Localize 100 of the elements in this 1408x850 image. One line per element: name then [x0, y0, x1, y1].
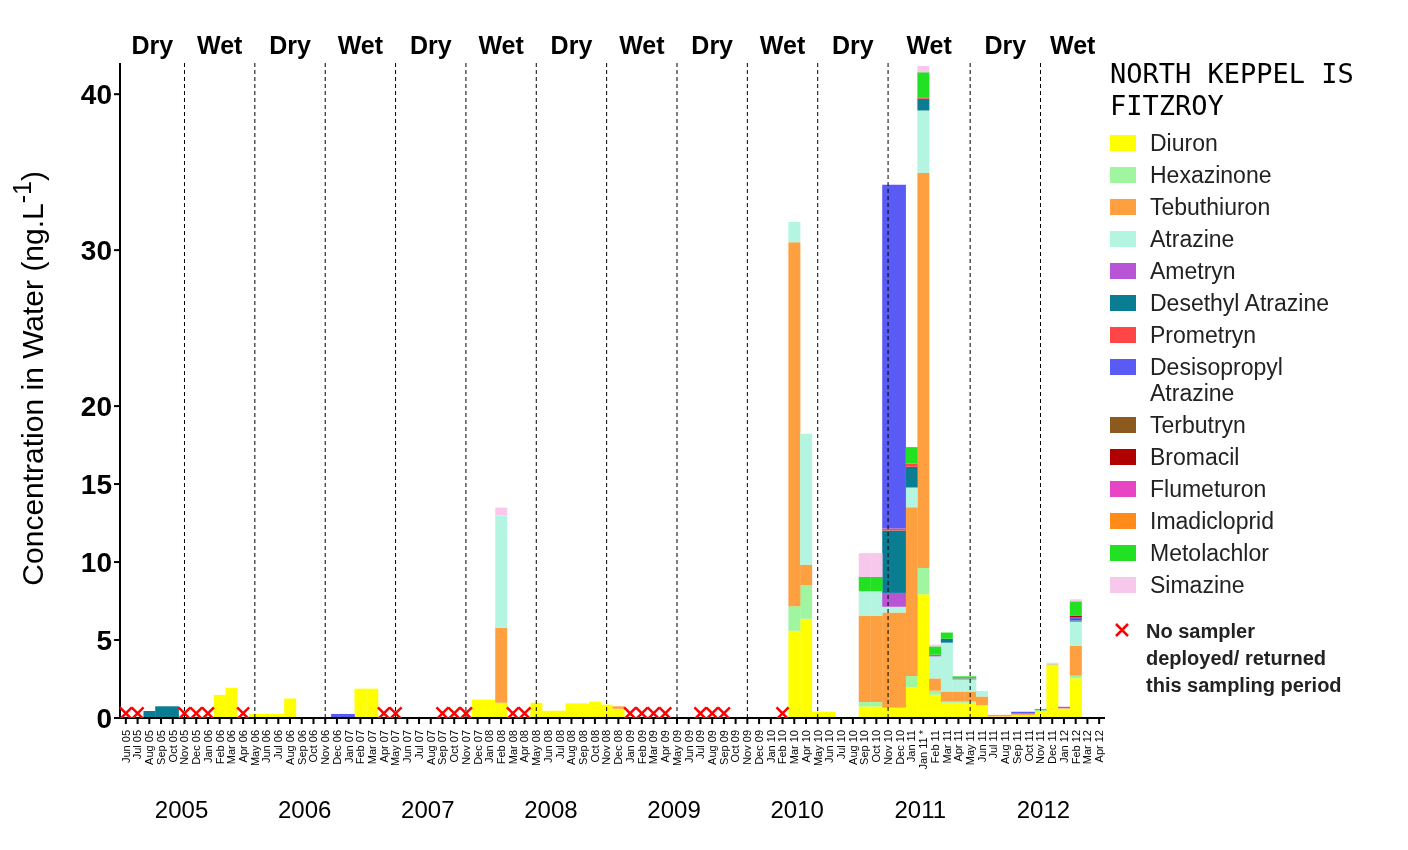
x-tick-label: Mar 10: [788, 730, 801, 765]
x-tick-label: Feb 06: [213, 730, 226, 765]
x-tick-label: Dec 08: [612, 730, 625, 765]
y-tick-label: 5: [96, 624, 112, 656]
x-tick-label: Jul 06: [272, 730, 285, 760]
text: Dry: [984, 31, 1027, 59]
x-tick-label: May 07: [389, 730, 402, 767]
x-tick-label: Apr 10: [799, 730, 812, 763]
x-tick-label: May 08: [530, 730, 543, 767]
x-tick-label: Jun 07: [401, 730, 414, 764]
x-tick-label: Jan 09: [623, 730, 636, 764]
text: Dry: [691, 31, 734, 59]
legend-title: NORTH KEPPEL IS FITZROY: [1110, 58, 1355, 122]
x-tick-label: May 11: [964, 730, 976, 766]
x-tick-label: Nov 07: [459, 730, 472, 765]
x-tick-label: Jun 05: [119, 730, 132, 764]
x-tick-label: Aug 05: [143, 730, 156, 765]
text: 2006: [277, 796, 332, 823]
x-tick-label: Jul 09: [694, 730, 707, 760]
x-tick-label: Sep 11: [1010, 730, 1023, 765]
x-tick-label: Jul 11: [987, 730, 1000, 759]
y-tick-label: 30: [80, 235, 112, 267]
x-tick-label: Sep 06: [295, 730, 308, 765]
x-tick-label: Jun 06: [260, 730, 273, 764]
x-tick-label: May 09: [670, 730, 683, 767]
x-tick-label: Oct 08: [588, 730, 601, 763]
text: 2010: [770, 796, 824, 823]
x-tick-label: Jul 08: [553, 730, 566, 760]
x-tick-label: Jan 11 *: [917, 729, 930, 770]
legend-label: No sampler deployed/ returned this sampling period: [1146, 619, 1343, 698]
x-tick-label: Jan 08: [483, 730, 496, 764]
x-tick-label: Nov 05: [178, 730, 191, 765]
text: Wet: [906, 31, 953, 59]
x-tick-label: Apr 09: [659, 730, 672, 763]
x-tick-label: May 10: [811, 730, 824, 767]
x-tick-label: Jun 11: [975, 730, 988, 763]
x-tick-label: Nov 09: [741, 730, 754, 765]
x-tick-label: Sep 05: [154, 730, 167, 765]
text: Dry: [832, 31, 874, 59]
x-tick-label: May 06: [248, 730, 261, 767]
x-tick-label: Mar 12: [1081, 730, 1094, 765]
x-tick-label: Mar 11: [940, 730, 953, 764]
x-tick-label: Jan 12: [1057, 730, 1070, 764]
x-tick-label: Nov 10: [881, 730, 894, 765]
x-tick-label: Feb 10: [776, 730, 789, 765]
x-tick-label: Mar 08: [506, 730, 519, 765]
legend-label: Simazine: [1150, 572, 1245, 598]
legend-label: Flumeturon: [1150, 476, 1267, 502]
x-tick-label: Jul 05: [131, 730, 144, 760]
y-tick-label: 15: [80, 469, 112, 501]
text: Wet: [1050, 31, 1097, 59]
x-tick-label: Dec 11: [1046, 730, 1059, 765]
x-tick-label: Oct 09: [729, 730, 742, 763]
legend-label: Atrazine: [1150, 226, 1235, 252]
text: Wet: [619, 31, 666, 59]
legend-label: Tebuthiuron: [1150, 194, 1271, 220]
text: Wet: [478, 31, 525, 59]
x-tick-label: Apr 11: [952, 730, 965, 762]
x-tick-label: Oct 06: [307, 730, 320, 763]
x-tick-label: Dec 05: [190, 730, 203, 765]
x-tick-label: Feb 11: [928, 730, 941, 764]
text: 2005: [154, 796, 209, 823]
x-tick-label: Jun 09: [682, 730, 695, 764]
legend-label: Bromacil: [1150, 444, 1240, 470]
x-tick-label: Oct 11: [1022, 730, 1035, 762]
x-tick-label: Mar 07: [365, 730, 378, 765]
y-tick-label: 40: [80, 79, 112, 111]
x-tick-label: Sep 09: [717, 730, 730, 765]
text: Dry: [550, 31, 593, 59]
x-tick-label: Jan 10: [764, 730, 777, 764]
x-tick-label: Aug 09: [706, 730, 719, 765]
legend-label: Metolachlor: [1150, 540, 1269, 566]
x-tick-label: Dec 10: [893, 730, 906, 765]
y-tick-label: 20: [80, 391, 112, 423]
y-tick-label: 0: [96, 702, 112, 734]
x-tick-label: Mar 09: [647, 730, 660, 765]
legend-label: Imadicloprid: [1150, 508, 1274, 534]
x-tick-label: Sep 10: [858, 730, 871, 765]
text: 2009: [647, 796, 701, 823]
legend-label: Prometryn: [1150, 322, 1257, 348]
x-tick-label: Oct 05: [166, 730, 179, 763]
legend-label: Hexazinone: [1150, 162, 1272, 188]
x-tick-label: Dec 06: [330, 730, 343, 765]
legend-label: Terbutryn: [1150, 412, 1246, 438]
text: 2011: [894, 796, 947, 823]
legend-label: Desethyl Atrazine: [1150, 290, 1329, 316]
x-tick-label: Nov 11: [1034, 730, 1047, 765]
x-tick-label: Jun 08: [541, 730, 554, 764]
x-tick-label: Apr 07: [377, 730, 390, 763]
text: Wet: [196, 31, 244, 59]
x-tick-label: Feb 07: [354, 730, 367, 765]
x-tick-label: Aug 06: [283, 730, 296, 765]
text: Wet: [337, 31, 384, 59]
text: 2012: [1016, 796, 1071, 823]
x-tick-label: Aug 07: [424, 730, 437, 765]
text: 2007: [401, 796, 455, 823]
x-tick-label: Aug 10: [846, 730, 859, 765]
text: Dry: [131, 31, 174, 59]
x-tick-label: Apr 06: [236, 730, 249, 763]
text: Wet: [759, 31, 806, 59]
